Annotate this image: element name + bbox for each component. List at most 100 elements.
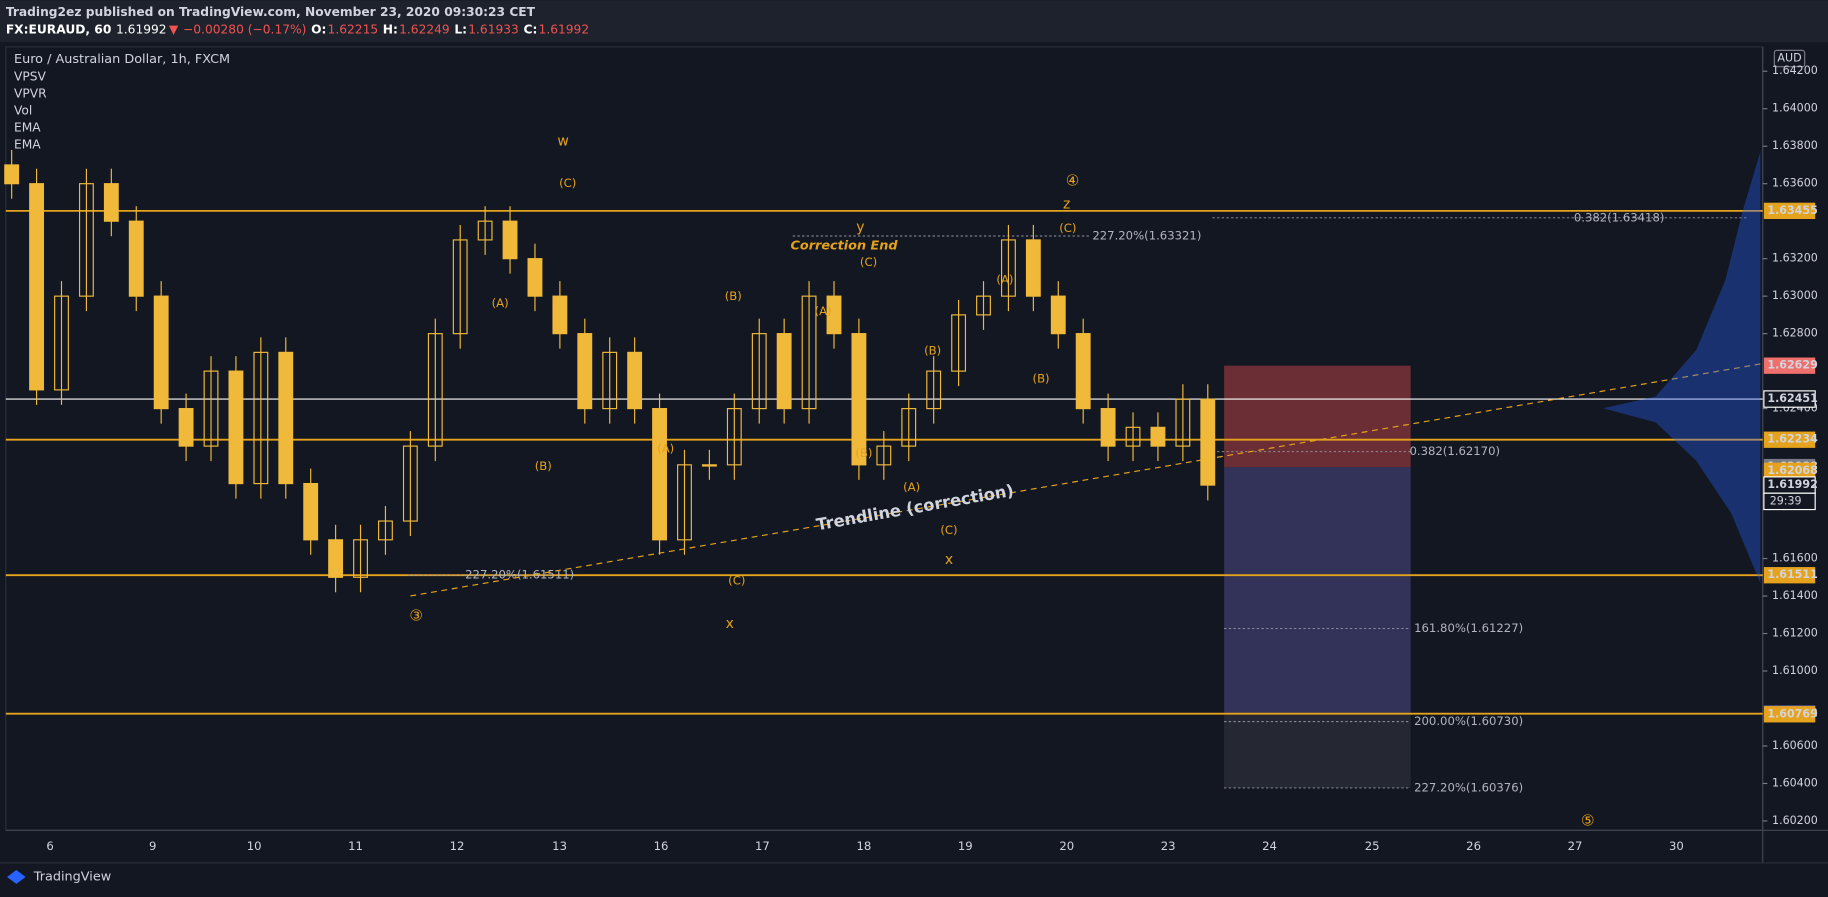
candle-body [353, 539, 368, 578]
ohlc-value: 1.61992 [539, 22, 590, 36]
ohlc-key: O: [311, 22, 326, 36]
x-tick-label: 17 [755, 839, 770, 853]
candle-body [1175, 398, 1191, 447]
y-tick-label: 1.63000 [1772, 289, 1818, 302]
x-tick-label: 10 [247, 839, 262, 853]
price-label-box [1763, 390, 1816, 408]
candle-body [776, 333, 792, 410]
candle-body [378, 520, 393, 541]
trendline [410, 363, 1761, 597]
candle-body [701, 464, 717, 467]
candle-body [203, 370, 219, 447]
candle-body [328, 539, 344, 578]
candle-body [1125, 426, 1141, 447]
candle-body [602, 351, 618, 410]
candle-body [552, 295, 568, 335]
candle-body [976, 295, 991, 316]
x-tick-label: 23 [1161, 839, 1176, 853]
y-tick-label: 1.60400 [1772, 776, 1818, 789]
currency-box [1773, 49, 1806, 68]
x-tick-label: 25 [1365, 839, 1380, 853]
candle-body [54, 295, 69, 391]
candle-body [103, 183, 119, 222]
y-tick-label: 1.61200 [1772, 627, 1818, 640]
candle-body [951, 314, 967, 372]
x-tick-label: 24 [1262, 839, 1277, 853]
indicator: VPSV [14, 70, 47, 84]
fib-label: 227.20%(1.63321) [1092, 228, 1201, 242]
price-label-box [1763, 567, 1816, 584]
wave-label: (B) [1033, 372, 1050, 386]
ohlc-key: H: [383, 22, 398, 36]
wave-label: (C) [1059, 221, 1076, 235]
price-label: 1.61511 [1767, 568, 1817, 581]
wave-label: z [1063, 196, 1070, 212]
price-label: 1.61992 [1767, 478, 1817, 491]
price-label: 1.63455 [1767, 204, 1817, 217]
candle-body [452, 239, 468, 335]
price-label: 1.62068 [1767, 464, 1818, 477]
candle-body [801, 295, 817, 410]
wave-label: (A) [996, 273, 1013, 287]
last-price: 1.61992 [116, 22, 167, 36]
header-bar [0, 0, 1828, 43]
wave-label: y [856, 220, 864, 236]
price-label-box [1763, 431, 1816, 448]
candle-body [1150, 426, 1166, 447]
brand: TradingView [33, 869, 111, 884]
fib-label: 0.382(1.63418) [1574, 210, 1665, 224]
y-tick-label: 1.60600 [1772, 739, 1818, 752]
x-tick-label: 13 [552, 839, 567, 853]
candle-body [1100, 408, 1116, 447]
wave-label: (A) [657, 442, 674, 456]
candle-body [1025, 239, 1041, 297]
wave-label: (B) [725, 289, 742, 303]
wave-label: ④ [1066, 171, 1080, 189]
price-label-box [1763, 357, 1816, 374]
quote-line: FX:EURAUD, 60 1.61992 ▼ −0.00280 (−0.17%) O:… [6, 22, 589, 36]
extended-zone [1224, 713, 1411, 788]
fib-label: 0.382(1.62170) [1409, 444, 1500, 458]
candle-body [851, 333, 867, 466]
price-label: 1.62451 [1767, 392, 1817, 405]
y-tick-label: 1.63600 [1772, 177, 1818, 190]
candle-body [29, 183, 45, 391]
ohlc-value: 1.62215 [328, 22, 379, 36]
candle-body [78, 183, 94, 297]
y-tick-label: 1.64200 [1772, 64, 1818, 77]
candle-body [677, 464, 692, 541]
x-tick-label: 20 [1059, 839, 1074, 853]
candle-body [751, 333, 767, 410]
x-tick-label: 11 [348, 839, 363, 853]
candle-body [427, 333, 443, 447]
price-label: 1.62629 [1767, 359, 1817, 372]
wave-label: (A) [815, 304, 832, 318]
y-tick-label: 1.63200 [1772, 252, 1818, 265]
wave-label: (C) [940, 523, 957, 537]
price-label-box [1763, 462, 1816, 479]
candle-body [402, 445, 418, 522]
fib-label: 200.00%(1.60730) [1414, 714, 1523, 728]
publisher-text: Trading2ez published on TradingView.com,… [6, 4, 536, 18]
wave-label: x [945, 552, 953, 568]
wave-label: Correction End [791, 239, 899, 254]
ohlc-value: 1.61933 [468, 22, 519, 36]
x-tick-label: 26 [1466, 839, 1481, 853]
candle-body [278, 351, 294, 485]
logo [6, 869, 26, 884]
candle-body [577, 333, 593, 410]
candle-body [477, 220, 493, 241]
wave-label: (A) [903, 480, 920, 494]
x-tick-label: 18 [856, 839, 871, 853]
candle-body [926, 370, 942, 410]
target-zone [1224, 467, 1411, 714]
candle-body [726, 408, 742, 466]
candle-body [1000, 239, 1016, 297]
ohlc-value: 1.62249 [399, 22, 450, 36]
wave-label: x [726, 616, 734, 632]
price-label-box [1763, 202, 1816, 220]
countdown: 29:39 [1770, 494, 1802, 507]
y-tick-label: 1.61400 [1772, 589, 1818, 602]
indicator: EMA [14, 120, 41, 134]
